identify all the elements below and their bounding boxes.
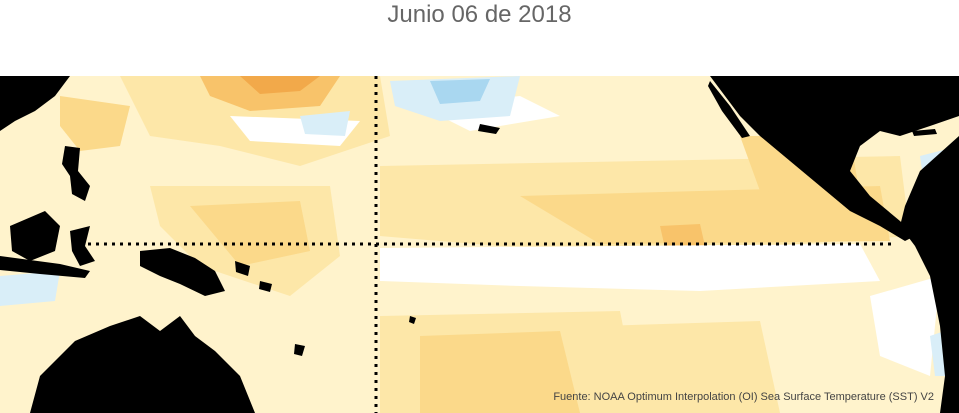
landmass-australia	[30, 316, 255, 413]
data-source-credit: Fuente: NOAA Optimum Interpolation (OI) …	[553, 391, 934, 403]
landmass-sulawesi	[70, 226, 95, 266]
landmass-baja	[708, 81, 750, 138]
landmass-philippines	[62, 146, 90, 201]
landmass-south-america	[900, 136, 959, 413]
land-masses	[0, 76, 959, 413]
landmass-java	[0, 256, 90, 278]
warm-anomaly-fields	[60, 76, 910, 413]
sst-anomaly-map	[0, 76, 959, 413]
reference-lines	[80, 76, 895, 413]
map-title: Junio 06 de 2018	[387, 1, 572, 28]
landmass-asia	[0, 76, 70, 131]
landmass-new-guinea	[140, 248, 225, 296]
landmass-borneo	[10, 211, 60, 261]
